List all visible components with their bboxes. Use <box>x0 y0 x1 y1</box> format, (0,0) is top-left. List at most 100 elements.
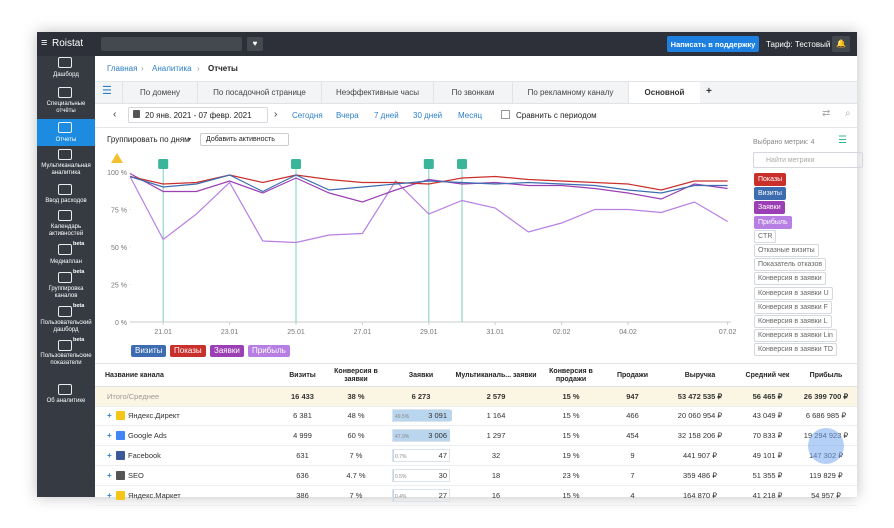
metrics-list-icon: ☰ <box>838 135 847 146</box>
legend-item[interactable]: Показы <box>170 345 206 357</box>
checkbox[interactable] <box>501 110 510 119</box>
date-preset[interactable]: Месяц <box>458 111 483 120</box>
share-bar <box>393 470 394 481</box>
expand[interactable]: + <box>107 451 112 460</box>
metric-chip[interactable]: Конверсия в заявки F <box>754 300 832 314</box>
sidebar-label[interactable]: Группировка каналов <box>48 286 84 299</box>
channel-name[interactable]: Google Ads <box>128 431 167 440</box>
channel-name[interactable]: Яндекс.Директ <box>128 411 180 420</box>
metric-chip[interactable]: Показатель отказов <box>754 258 827 272</box>
search: ⌕ <box>845 108 851 119</box>
table-cell: 386 <box>296 491 309 500</box>
sidebar-icon <box>58 57 72 68</box>
add-activity[interactable]: Добавить активность <box>206 136 275 143</box>
sidebar-label[interactable]: Отчеты <box>55 137 77 143</box>
support-button[interactable] <box>667 36 759 52</box>
sidebar-label[interactable]: Пользовательские показатели <box>40 353 92 366</box>
column-header[interactable]: Название канала <box>105 372 164 379</box>
metric-chip[interactable]: Прибыль <box>754 215 792 229</box>
metric-chip[interactable]: CTR <box>754 229 777 243</box>
date-range[interactable]: 20 янв. 2021 - 07 февр. 2021 <box>145 111 252 120</box>
divider <box>95 81 857 82</box>
date-picker[interactable] <box>128 107 268 123</box>
column-header[interactable]: Конверсия в заявки <box>334 368 378 383</box>
column-header[interactable]: Средний чек <box>745 372 790 379</box>
column-header[interactable]: Конверсия в продажи <box>549 368 593 383</box>
tab[interactable]: По посадочной странице <box>197 82 321 103</box>
list-icon[interactable]: ☰ <box>102 85 112 97</box>
date-preset[interactable]: Сегодня <box>292 111 323 120</box>
table-cell: 15 % <box>562 392 580 401</box>
sidebar-label[interactable]: Специальные отчёты <box>46 101 86 114</box>
legend-item[interactable]: Прибыль <box>248 345 290 357</box>
sidebar-icon <box>58 306 72 317</box>
support-label[interactable]: Написать в поддержку <box>670 40 756 49</box>
metric-chip[interactable]: Конверсия в заявки L <box>754 315 832 328</box>
expand[interactable]: + <box>107 471 112 480</box>
table-cell: 26 399 700 ₽ <box>803 392 849 401</box>
table-cell: 119 829 ₽ <box>809 471 843 480</box>
expand[interactable]: + <box>107 491 112 500</box>
compare-label[interactable]: Сравнить с периодом <box>516 111 597 120</box>
tab[interactable]: По рекламному каналу <box>512 82 628 103</box>
tab[interactable]: По домену <box>122 82 197 103</box>
legend-item[interactable]: Заявки <box>210 345 244 357</box>
table-cell: 7 % <box>349 451 363 460</box>
date-preset[interactable]: 7 дней <box>374 111 399 120</box>
column-header[interactable]: Визиты <box>289 372 316 379</box>
column-header[interactable]: Выручка <box>684 372 716 379</box>
table-cell: 38 % <box>347 392 365 401</box>
add-activity-button[interactable] <box>200 133 289 146</box>
search-placeholder[interactable]: Найти метрики <box>766 157 815 164</box>
metric-chip[interactable]: Показы <box>754 173 787 186</box>
breadcrumb[interactable]: Аналитика <box>152 64 192 73</box>
metric-chip[interactable]: Заявки <box>754 201 785 215</box>
column-header[interactable]: Заявки <box>408 372 434 379</box>
sidebar-label[interactable]: Ввод расходов <box>45 198 87 204</box>
beta-badge: beta <box>73 337 85 343</box>
sidebar-label[interactable]: Об аналитике <box>46 398 86 404</box>
channel-name[interactable]: Яндекс.Маркет <box>128 491 181 500</box>
sidebar-label[interactable]: Мультиканальная аналитика <box>41 163 91 176</box>
legend-item[interactable]: Визиты <box>131 345 167 357</box>
chat-button[interactable] <box>808 428 844 464</box>
notifications[interactable]: 🔔 <box>832 36 850 52</box>
table-cell: 1 297 <box>486 431 506 440</box>
column-header[interactable]: Мультиканаль... заявки <box>455 372 537 379</box>
group-by[interactable]: Группировать по дням <box>107 135 190 144</box>
tab[interactable]: По звонкам <box>433 82 512 103</box>
sidebar-label[interactable]: Дашборд <box>53 72 79 78</box>
channel-name[interactable]: SEO <box>128 471 144 480</box>
table-cell: 23 % <box>562 471 580 480</box>
metric-chip[interactable]: Отказные визиты <box>754 244 819 257</box>
table-cell: 27 <box>438 491 447 500</box>
metric-search[interactable] <box>753 152 863 168</box>
date-preset[interactable]: Вчера <box>336 111 359 120</box>
table-cell: 19 % <box>562 451 580 460</box>
table-cell: 15 % <box>562 491 580 500</box>
project-select[interactable] <box>101 37 242 51</box>
tab[interactable]: Основной <box>628 82 700 103</box>
favorite-button[interactable]: ♥ <box>247 37 263 51</box>
channel-name[interactable]: Facebook <box>128 451 161 460</box>
metric-chip[interactable]: Визиты <box>754 187 786 201</box>
table-cell: 6 381 <box>293 411 312 420</box>
breadcrumb[interactable]: Главная <box>107 64 138 73</box>
sidebar-label[interactable]: Медиаплан <box>50 259 82 265</box>
expand[interactable]: + <box>107 431 112 440</box>
add-tab[interactable]: + <box>706 86 712 97</box>
sidebar-label[interactable]: Пользовательский дашборд <box>40 320 92 333</box>
expand[interactable]: + <box>107 411 112 420</box>
column-header[interactable]: Продажи <box>616 372 649 379</box>
column-header[interactable]: Прибыль <box>809 372 843 379</box>
metric-chip[interactable]: Конверсия в заявки <box>754 272 826 286</box>
channel-icon <box>116 451 125 460</box>
sidebar-label[interactable]: Календарь активностей <box>48 224 84 237</box>
tab[interactable]: Неэффективные часы <box>321 82 433 103</box>
metric-chip[interactable]: Конверсия в заявки U <box>754 286 833 300</box>
metric-chip[interactable]: Конверсия в заявки TD <box>754 343 837 357</box>
logo: Roistat <box>52 38 84 49</box>
menu-icon[interactable]: ≡ <box>41 37 48 49</box>
metric-chip[interactable]: Конверсия в заявки Lin <box>754 329 837 343</box>
date-preset[interactable]: 30 дней <box>413 111 443 120</box>
